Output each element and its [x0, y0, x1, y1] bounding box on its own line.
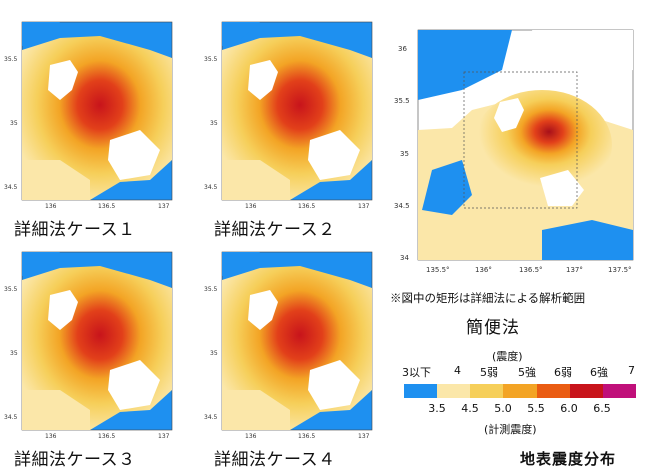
y-tick: 35.5: [4, 56, 18, 63]
x-tick-labels: 135.5° 136° 136.5° 137° 137.5°: [426, 266, 632, 274]
jma-class-label: 5強: [518, 366, 536, 379]
y-tick: 35.5: [204, 56, 218, 63]
legend-measured-ticks: 3.5 4.5 5.0 5.5 6.0 6.5: [404, 402, 636, 416]
y-tick: 34.5: [204, 184, 218, 191]
y-tick: 35.5: [4, 286, 18, 293]
legend-swatch: [470, 384, 504, 398]
jma-class-label: 3以下: [402, 366, 431, 379]
legend-swatch: [602, 384, 636, 398]
map-panel-case2: 35.5 35 34.5 136 136.5 137: [200, 10, 400, 210]
legend-intensity-title: (震度): [492, 350, 523, 363]
measured-tick: 6.0: [560, 402, 578, 415]
legend-swatch: [437, 384, 471, 398]
case-label: 詳細法ケース２: [214, 220, 336, 240]
x-tick: 137: [358, 203, 370, 210]
analysis-range-note: ※図中の矩形は詳細法による解析範囲: [390, 291, 586, 305]
y-tick: 34.5: [4, 414, 18, 421]
measured-tick: 3.5: [428, 402, 446, 415]
x-tick: 136: [45, 433, 57, 440]
intensity-map-case1: 35.5 35 34.5 136 136.5 137: [0, 10, 200, 210]
y-tick-labels: 35.5 35 34.5: [204, 286, 218, 421]
legend-swatch: [569, 384, 603, 398]
x-tick: 136.5°: [519, 266, 543, 274]
x-tick-labels: 136 136.5 137: [45, 433, 170, 440]
legend-swatch: [536, 384, 570, 398]
y-tick-labels: 35.5 35 34.5: [204, 56, 218, 191]
y-tick-labels: 35.5 35 34.5: [4, 286, 18, 421]
case-label: 詳細法ケース４: [214, 450, 336, 470]
x-tick: 137: [358, 433, 370, 440]
map-panel-case1: 35.5 35 34.5 136 136.5 137: [0, 10, 200, 210]
measured-tick: 5.5: [527, 402, 545, 415]
y-tick: 35: [400, 150, 409, 158]
jma-class-label: 4: [454, 364, 461, 377]
intensity-map-case3: 35.5 35 34.5 136 136.5 137: [0, 240, 200, 440]
jma-class-label: 6弱: [554, 366, 572, 379]
x-tick: 136°: [475, 266, 492, 274]
measured-tick: 5.0: [494, 402, 512, 415]
intensity-map-case2: 35.5 35 34.5 136 136.5 137: [200, 10, 400, 210]
x-tick: 137°: [566, 266, 583, 274]
map-panel-case4: 35.5 35 34.5 136 136.5 137: [200, 240, 400, 440]
jma-class-label: 7: [628, 364, 635, 377]
x-tick: 136.5: [298, 203, 315, 210]
map-panel-simple: 36 35.5 35 34.5 34 135.5° 136° 136.5° 13…: [392, 10, 654, 285]
x-tick: 135.5°: [426, 266, 450, 274]
x-tick: 136: [245, 433, 257, 440]
x-tick: 136.5: [98, 433, 115, 440]
y-tick: 35: [210, 350, 218, 357]
x-tick-labels: 136 136.5 137: [45, 203, 170, 210]
simple-method-title: 簡便法: [466, 318, 520, 338]
map-panel-case3: 35.5 35 34.5 136 136.5 137: [0, 240, 200, 440]
y-tick: 34: [400, 254, 409, 262]
x-tick: 137.5°: [608, 266, 632, 274]
legend-swatch: [503, 384, 537, 398]
y-tick: 36: [398, 45, 407, 53]
x-tick: 137: [158, 203, 170, 210]
y-tick: 35.5: [394, 97, 410, 105]
main-title: 地表震度分布: [520, 450, 617, 468]
x-tick: 137: [158, 433, 170, 440]
case-label: 詳細法ケース１: [14, 220, 136, 240]
y-tick: 35: [10, 120, 18, 127]
legend-swatch: [404, 384, 438, 398]
y-tick-labels: 35.5 35 34.5: [4, 56, 18, 191]
y-tick: 35.5: [204, 286, 218, 293]
jma-class-label: 6強: [590, 366, 608, 379]
measured-tick: 6.5: [593, 402, 611, 415]
x-tick-labels: 136 136.5 137: [245, 203, 370, 210]
case-label: 詳細法ケース３: [14, 450, 136, 470]
x-tick: 136.5: [298, 433, 315, 440]
measured-tick: 4.5: [461, 402, 479, 415]
x-tick-labels: 136 136.5 137: [245, 433, 370, 440]
y-tick-labels: 36 35.5 35 34.5 34: [394, 45, 410, 262]
intensity-map-case4: 35.5 35 34.5 136 136.5 137: [200, 240, 400, 440]
x-tick: 136: [245, 203, 257, 210]
intensity-map-simple: 36 35.5 35 34.5 34 135.5° 136° 136.5° 13…: [392, 10, 654, 285]
legend-color-bar: [404, 384, 636, 398]
analysis-range-rectangle: [463, 71, 578, 209]
legend-measured-title: (計測震度): [484, 423, 537, 436]
y-tick: 35: [210, 120, 218, 127]
y-tick: 35: [10, 350, 18, 357]
x-tick: 136: [45, 203, 57, 210]
y-tick: 34.5: [394, 202, 410, 210]
y-tick: 34.5: [4, 184, 18, 191]
y-tick: 34.5: [204, 414, 218, 421]
jma-class-label: 5弱: [480, 366, 498, 379]
x-tick: 136.5: [98, 203, 115, 210]
